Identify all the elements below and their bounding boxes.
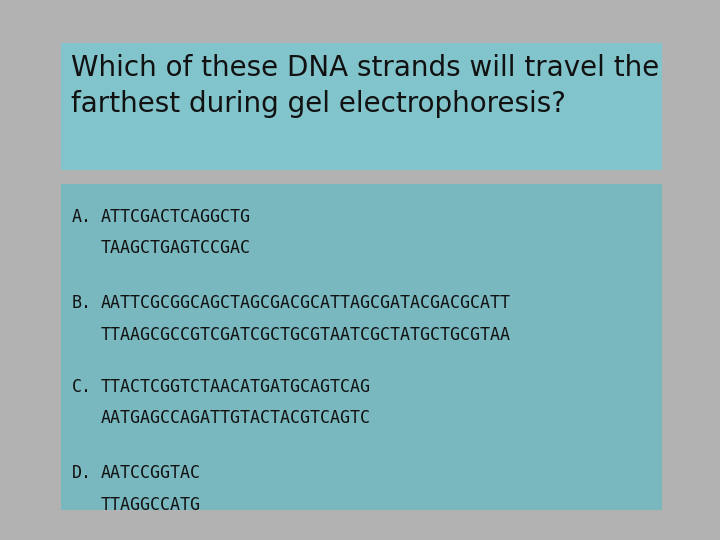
- Text: AATGAGCCAGATTGTACTACGTCAGTC: AATGAGCCAGATTGTACTACGTCAGTC: [101, 409, 371, 427]
- FancyBboxPatch shape: [61, 184, 662, 510]
- Text: TTACTCGGTCTAACATGATGCAGTCAG: TTACTCGGTCTAACATGATGCAGTCAG: [101, 378, 371, 396]
- Text: C.: C.: [72, 378, 92, 396]
- Text: B.: B.: [72, 294, 92, 312]
- Text: TTAGGCCATG: TTAGGCCATG: [101, 496, 201, 514]
- Text: D.: D.: [72, 464, 92, 482]
- Text: ATTCGACTCAGGCTG: ATTCGACTCAGGCTG: [101, 208, 251, 226]
- Text: A.: A.: [72, 208, 92, 226]
- Text: AATTCGCGGCAGCTAGCGACGCATTAGCGATACGACGCATT: AATTCGCGGCAGCTAGCGACGCATTAGCGATACGACGCAT…: [101, 294, 510, 312]
- Text: Which of these DNA strands will travel the
farthest during gel electrophoresis?: Which of these DNA strands will travel t…: [71, 54, 659, 118]
- Text: AATCCGGTAC: AATCCGGTAC: [101, 464, 201, 482]
- Text: TAAGCTGAGTCCGAC: TAAGCTGAGTCCGAC: [101, 239, 251, 257]
- FancyBboxPatch shape: [61, 43, 662, 170]
- Text: TTAAGCGCCGTCGATCGCTGCGTAATCGCTATGCTGCGTAA: TTAAGCGCCGTCGATCGCTGCGTAATCGCTATGCTGCGTA…: [101, 326, 510, 343]
